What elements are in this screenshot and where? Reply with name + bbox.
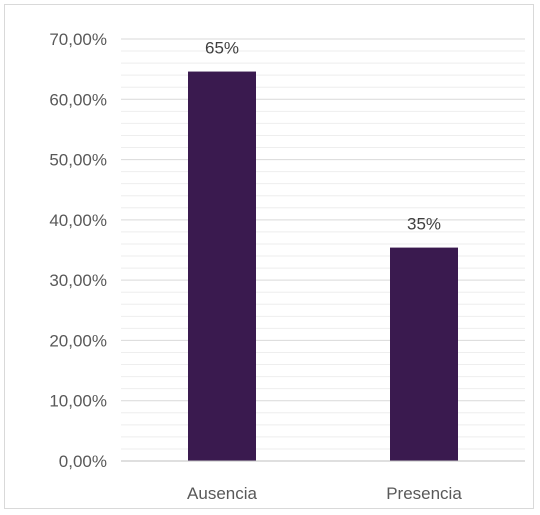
bar-chart: 0,00% 10,00% 20,00% 30,00% 40,00% 50,00% 60,00… <box>49 30 525 503</box>
labels: 0,00% 10,00% 20,00% 30,00% 40,00% 50,00% 60,00… <box>49 30 462 503</box>
y-tick-label: 30,00% <box>49 271 107 290</box>
y-tick-label: 70,00% <box>49 30 107 49</box>
bar-ausencia <box>188 71 256 461</box>
x-tick-label: Presencia <box>386 484 462 503</box>
y-tick-label: 0,00% <box>59 452 107 471</box>
bars <box>188 71 458 461</box>
bar-presencia <box>390 247 458 461</box>
y-tick-label: 60,00% <box>49 90 107 109</box>
chart-area: 0,00% 10,00% 20,00% 30,00% 40,00% 50,00% 60,00… <box>4 4 534 509</box>
y-tick-label: 10,00% <box>49 392 107 411</box>
data-label: 65% <box>205 39 239 58</box>
y-tick-label: 20,00% <box>49 331 107 350</box>
y-tick-label: 40,00% <box>49 211 107 230</box>
data-label: 35% <box>407 215 441 234</box>
x-tick-label: Ausencia <box>187 484 257 503</box>
gridlines <box>121 38 525 450</box>
y-tick-label: 50,00% <box>49 151 107 170</box>
